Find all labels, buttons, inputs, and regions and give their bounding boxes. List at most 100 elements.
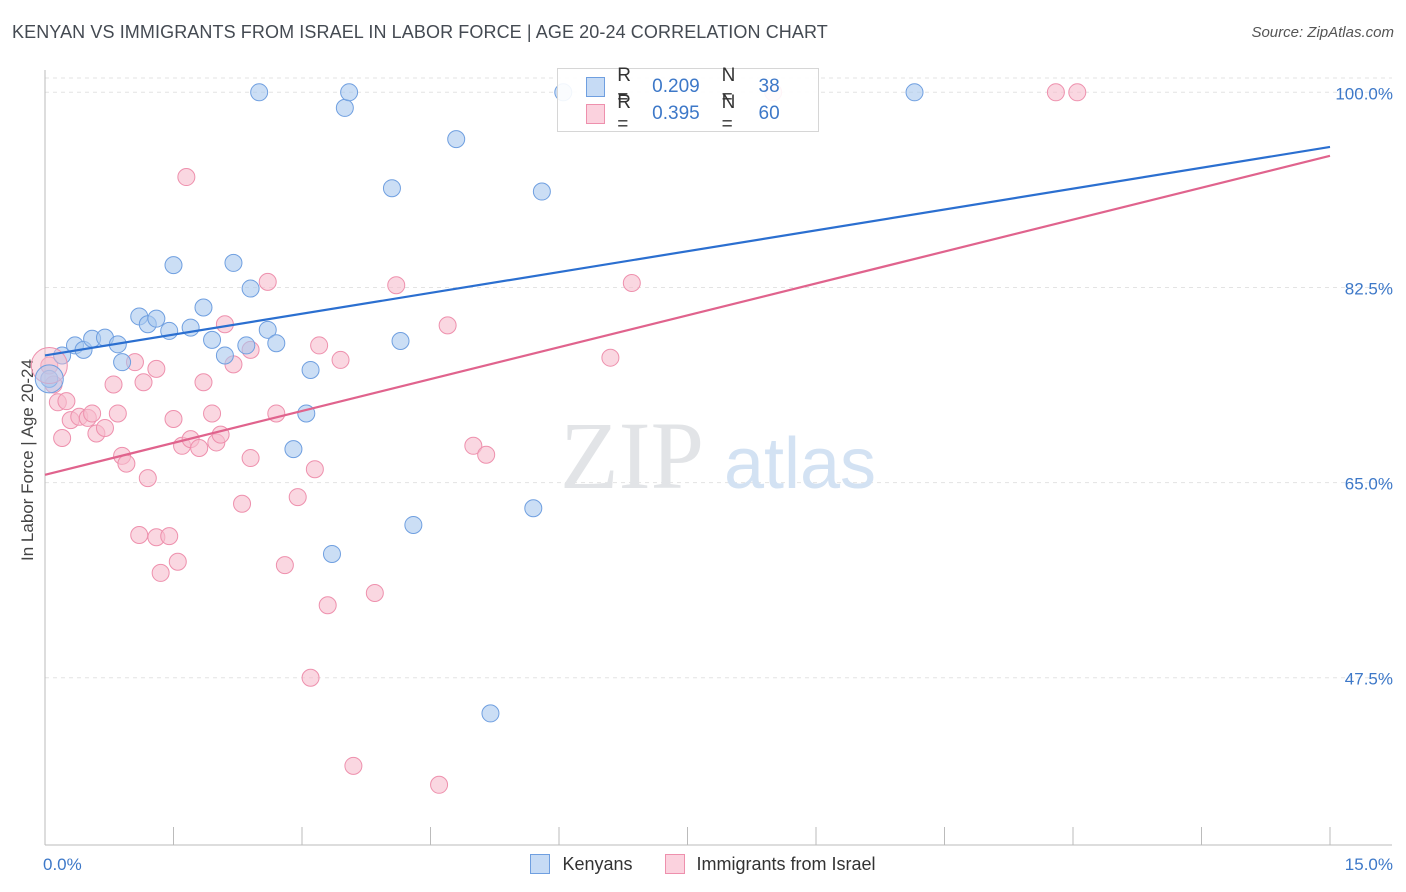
israel-point bbox=[288, 488, 307, 507]
israel-point bbox=[477, 445, 496, 464]
kenyans-point bbox=[258, 320, 277, 339]
israel-point bbox=[138, 469, 157, 488]
legend-r-label: R = bbox=[617, 92, 631, 135]
legend-n-value-kenyans: 38 bbox=[758, 76, 780, 97]
kenyans-point bbox=[481, 704, 500, 723]
legend-swatch-kenyans bbox=[530, 854, 551, 874]
kenyans-point bbox=[301, 360, 320, 379]
israel-point bbox=[1046, 83, 1065, 102]
legend-swatch-israel bbox=[586, 104, 606, 124]
kenyans-point bbox=[382, 179, 401, 198]
x-tick-label: 15.0% bbox=[1345, 855, 1393, 874]
legend-r-label: R = bbox=[617, 65, 631, 108]
kenyans-point bbox=[335, 98, 354, 117]
legend-swatch-kenyans bbox=[586, 77, 606, 97]
israel-point bbox=[134, 373, 153, 392]
israel-point bbox=[164, 410, 183, 429]
series-legend: Kenyans Immigrants from Israel bbox=[0, 851, 1406, 877]
kenyans-point bbox=[340, 83, 359, 102]
chart-title: KENYAN VS IMMIGRANTS FROM ISRAEL IN LABO… bbox=[12, 22, 828, 42]
tick-labels: 100.0% 82.5% 65.0% 47.5% 0.0% 15.0% bbox=[43, 84, 1393, 874]
israel-point bbox=[305, 460, 324, 479]
israel-point bbox=[430, 775, 449, 794]
legend-r-value-kenyans: 0.209 bbox=[652, 76, 700, 97]
source-label: Source: ZipAtlas.com bbox=[1251, 24, 1394, 41]
kenyans-point bbox=[237, 336, 256, 355]
israel-point bbox=[194, 373, 213, 392]
israel-point bbox=[310, 336, 329, 355]
kenyans-point bbox=[447, 130, 466, 149]
y-tick-label: 65.0% bbox=[1345, 475, 1393, 494]
legend-row-kenyans: R = 0.209 N = 38 bbox=[558, 65, 818, 108]
israel-point bbox=[258, 272, 277, 291]
legend-label-kenyans: Kenyans bbox=[562, 853, 633, 874]
legend-row-israel: R = 0.395 N = 60 bbox=[558, 92, 818, 135]
israel-point bbox=[318, 596, 337, 615]
israel-point bbox=[151, 563, 170, 582]
israel-point bbox=[601, 348, 620, 367]
watermark-atlas: atlas bbox=[724, 424, 876, 504]
y-tick-label: 100.0% bbox=[1335, 84, 1393, 103]
kenyans-point bbox=[322, 544, 341, 563]
kenyans-point bbox=[267, 334, 286, 353]
kenyans-point-large bbox=[34, 364, 64, 394]
y-tick-label: 47.5% bbox=[1345, 670, 1393, 689]
kenyans-point bbox=[404, 515, 423, 534]
watermark: ZIP atlas bbox=[560, 402, 876, 509]
legend-item-kenyans[interactable]: Kenyans bbox=[530, 853, 633, 875]
y-tick-label: 82.5% bbox=[1345, 279, 1393, 298]
israel-point bbox=[464, 436, 483, 455]
israel-point bbox=[387, 276, 406, 295]
kenyans-point bbox=[524, 499, 543, 518]
kenyans-point bbox=[194, 298, 213, 317]
israel-point bbox=[331, 350, 350, 369]
gridlines bbox=[45, 77, 1392, 679]
israel-point bbox=[117, 454, 136, 473]
kenyans-point bbox=[250, 83, 269, 102]
israel-point bbox=[365, 583, 384, 602]
israel-point bbox=[275, 556, 294, 575]
kenyans-point bbox=[391, 331, 410, 350]
kenyans-point bbox=[241, 279, 260, 298]
legend-item-israel[interactable]: Immigrants from Israel bbox=[664, 854, 876, 875]
kenyans-point bbox=[113, 353, 132, 372]
axes bbox=[44, 70, 1392, 846]
israel-point bbox=[160, 527, 179, 546]
israel-point bbox=[177, 168, 196, 187]
israel-point bbox=[147, 359, 166, 378]
israel-point bbox=[438, 316, 457, 335]
israel-point bbox=[95, 418, 114, 437]
israel-point bbox=[108, 404, 127, 423]
israel-point bbox=[53, 428, 72, 447]
kenyans-point bbox=[532, 182, 551, 201]
israel-point bbox=[344, 756, 363, 775]
watermark-zip: ZIP bbox=[560, 402, 704, 509]
israel-point bbox=[130, 526, 149, 544]
israel-point bbox=[57, 392, 76, 411]
stats-legend: R = 0.209 N = 38 R = 0.395 N = 60 bbox=[557, 65, 819, 135]
israel-point bbox=[1068, 83, 1087, 102]
israel-point bbox=[622, 273, 641, 292]
kenyans-point bbox=[215, 346, 234, 365]
points-layer bbox=[30, 83, 1087, 794]
legend-r-value-israel: 0.395 bbox=[652, 103, 700, 124]
israel-point bbox=[190, 439, 209, 458]
israel-point bbox=[241, 449, 260, 468]
legend-swatch-israel bbox=[664, 854, 685, 874]
israel-point bbox=[168, 552, 187, 571]
kenyans-point bbox=[224, 253, 243, 272]
legend-n-label: N = bbox=[721, 92, 736, 135]
israel-point bbox=[203, 404, 222, 423]
israel-trend-line bbox=[44, 154, 1331, 476]
israel-point bbox=[104, 375, 123, 394]
kenyans-point bbox=[164, 256, 183, 275]
israel-point bbox=[83, 404, 102, 423]
kenyans-trend-line bbox=[44, 145, 1331, 357]
kenyans-point bbox=[905, 83, 924, 102]
trend-lines bbox=[44, 145, 1331, 476]
israel-point bbox=[233, 494, 252, 513]
legend-n-value-israel: 60 bbox=[758, 103, 780, 124]
kenyans-point bbox=[203, 330, 222, 349]
legend-n-label: N = bbox=[721, 65, 736, 108]
